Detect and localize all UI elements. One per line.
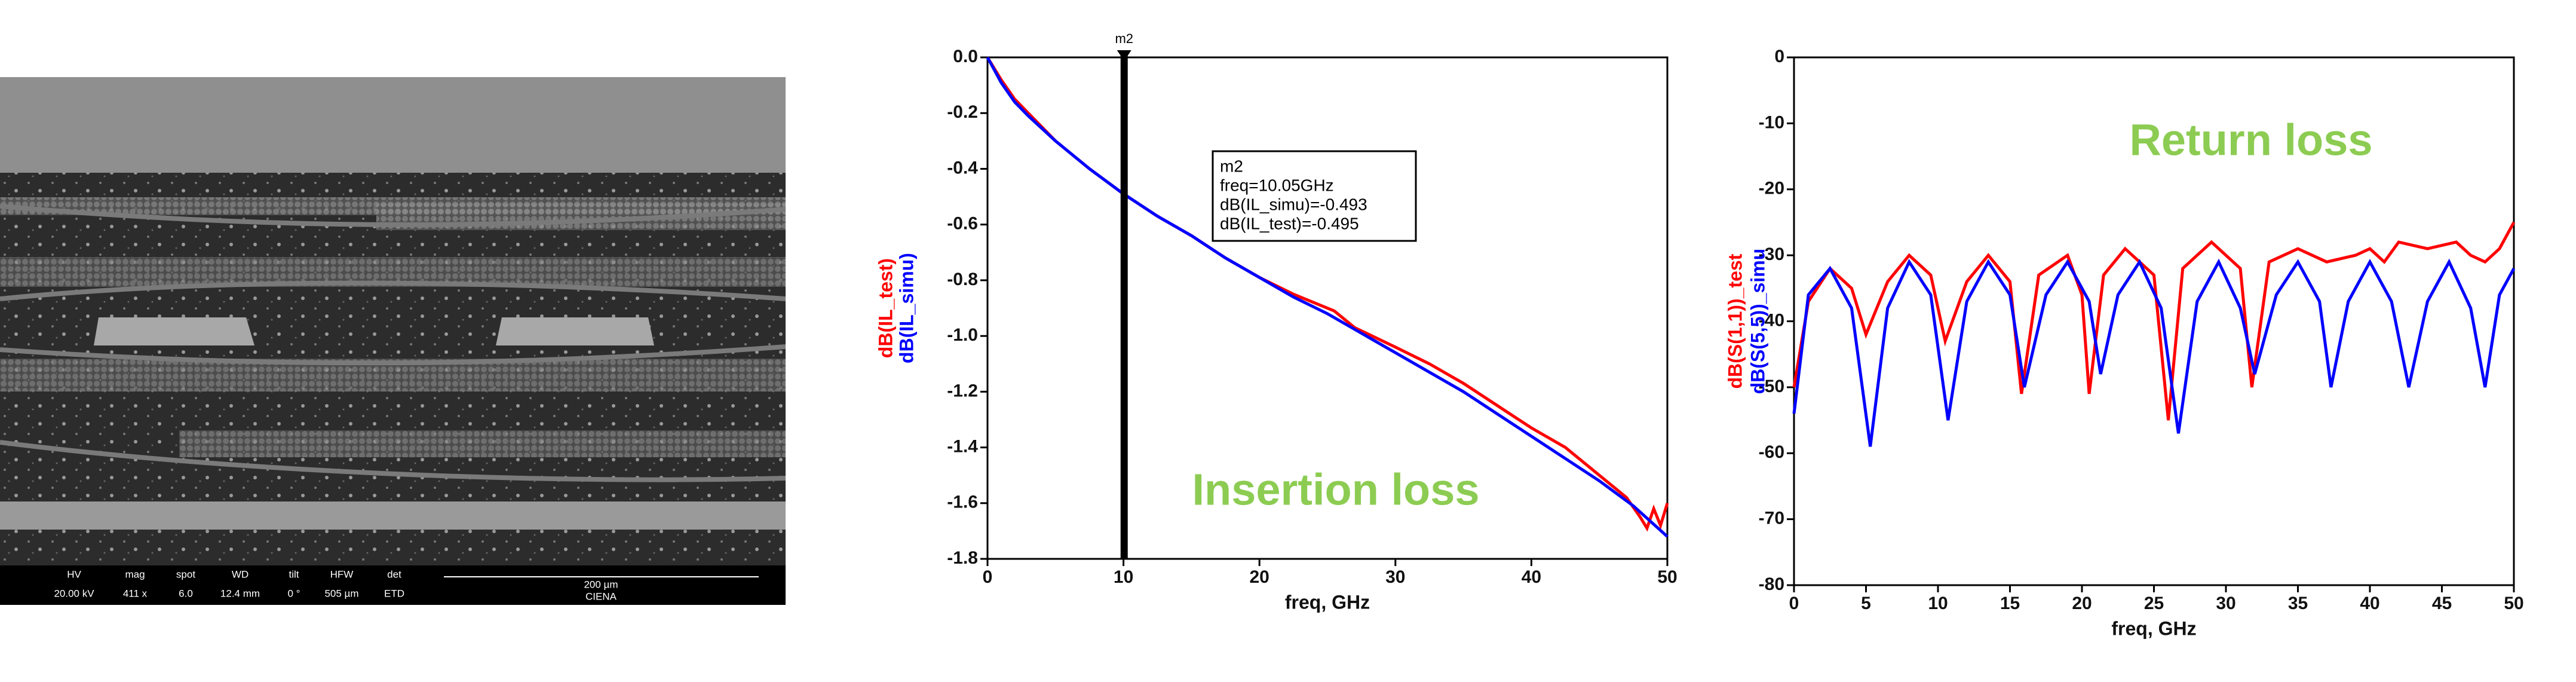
y-tick-label: -0.2 [947, 102, 978, 122]
detector-name: CIENA [585, 591, 617, 602]
y-tick-label: -1.6 [947, 493, 978, 512]
series-line [986, 56, 1669, 538]
chart: 0 -10 -20 -30 -40 -50 -60 -70 -80 0 5 10 15 20 25 30 35 4… [1724, 47, 2523, 640]
sem-label: det [387, 568, 401, 580]
x-axis-label: freq, GHz [1285, 591, 1370, 613]
x-axis-label: freq, GHz [2111, 617, 2196, 639]
y-tick-label: -40 [1759, 310, 1784, 330]
sem-label: mag [125, 568, 145, 580]
annotation: Return loss [2129, 115, 2372, 165]
y-tick-label: -1.0 [947, 325, 978, 345]
x-tick-label: 50 [1657, 567, 1677, 587]
plot-frame [986, 56, 1669, 560]
marker-head [1117, 50, 1131, 61]
sem-label: HV [67, 568, 81, 580]
legend-entry: dB(IL_test) [875, 258, 896, 358]
marker-name: m2 [1115, 31, 1133, 46]
x-tick-label: 25 [2144, 594, 2164, 613]
y-tick-label: -20 [1759, 179, 1784, 198]
y-tick-label: -0.4 [947, 158, 978, 178]
sem-label: tilt [289, 568, 299, 580]
x-tick-label: 10 [1928, 594, 1948, 613]
sem-label: WD [232, 568, 249, 580]
x-tick-label: 20 [1250, 567, 1269, 587]
x-tick-label: 10 [1114, 567, 1133, 587]
y-tick-label: -30 [1759, 244, 1784, 264]
sem-value: 12.4 mm [220, 588, 260, 599]
sem-value: 411 x [123, 588, 148, 599]
x-tick-label: 50 [2504, 594, 2523, 613]
legend-entry: dB(IL_simu) [896, 253, 917, 363]
y-tick-label: -70 [1759, 509, 1784, 528]
y-tick-label: -80 [1759, 574, 1784, 594]
y-tick-label: -60 [1759, 442, 1784, 462]
x-tick-label: 40 [2360, 594, 2379, 613]
x-tick-label: 30 [2216, 594, 2235, 613]
x-tick-label: 40 [1522, 567, 1541, 587]
sem-label: spot [176, 568, 195, 580]
x-tick-label: 20 [2072, 594, 2092, 613]
sem-value: 6.0 [179, 588, 193, 599]
annotation: Insertion loss [1192, 465, 1479, 515]
sem-value: ETD [384, 588, 404, 599]
marker-text: dB(IL_test)=-0.495 [1220, 214, 1359, 233]
x-tick-label: 45 [2432, 594, 2452, 613]
chart: 0.0 -0.2 -0.4 -0.6 -0.8 -1.0 -1.2 -1.4 -1.6 -1.80… [875, 31, 1677, 613]
sem-value: 0 ° [288, 588, 300, 599]
legend-entry: dB(S(1,1))_test [1724, 253, 1746, 389]
x-tick-label: 5 [1861, 594, 1871, 613]
y-tick-label: -0.6 [947, 214, 978, 234]
x-tick-label: 0 [983, 567, 993, 587]
x-tick-label: 0 [1789, 594, 1799, 613]
marker-text: m2 [1220, 157, 1243, 175]
marker-box [1212, 150, 1417, 242]
x-tick-label: 15 [2000, 594, 2020, 613]
sem-value: 20.00 kV [54, 588, 94, 599]
x-tick-label: 35 [2288, 594, 2308, 613]
marker-text: freq=10.05GHz [1220, 176, 1334, 194]
sem-label: HFW [330, 568, 354, 580]
scale-bar-label: 200 µm [584, 579, 618, 590]
y-tick-label: -1.4 [947, 436, 978, 456]
series-line [1792, 258, 2516, 447]
y-tick-label: 0.0 [953, 47, 978, 66]
sem-image [0, 77, 786, 605]
marker-text: dB(IL_simu)=-0.493 [1220, 195, 1367, 213]
legend-entry: dB(S(5,5))_simu [1747, 249, 1768, 394]
sem-value: 505 µm [324, 588, 358, 599]
x-tick-label: 30 [1385, 567, 1405, 587]
y-tick-label: -1.8 [947, 548, 978, 568]
y-tick-label: -50 [1759, 377, 1784, 396]
y-tick-label: -0.8 [947, 270, 978, 289]
y-tick-label: -1.2 [947, 381, 978, 400]
y-tick-label: -10 [1759, 112, 1784, 132]
y-tick-label: 0 [1774, 47, 1784, 66]
